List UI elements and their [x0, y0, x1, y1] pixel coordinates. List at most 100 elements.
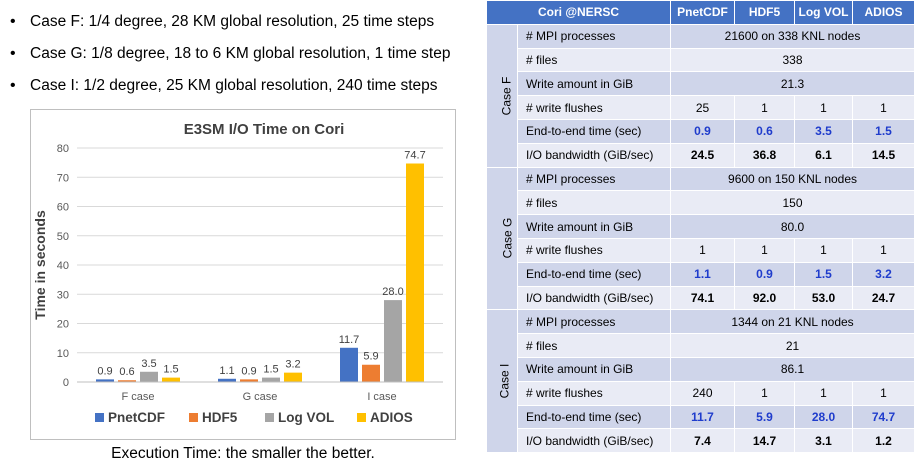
metric-value: 0.6 — [734, 118, 796, 144]
table-row: I/O bandwidth (GiB/sec) 24.5 36.8 6.1 14.5 — [487, 142, 914, 168]
table-header-row: Cori @NERSC PnetCDF HDF5 Log VOL ADIOS — [485, 0, 914, 25]
metric-value: 1 — [734, 380, 796, 406]
metric-label: # files — [516, 333, 672, 358]
metric-value: 21 — [670, 333, 914, 358]
x-tick-label: G case — [243, 391, 278, 403]
header-log-vol: Log VOL — [794, 0, 854, 25]
table-row: # write flushes 25 1 1 1 — [487, 95, 914, 120]
bar-log-vol — [140, 371, 158, 382]
x-tick-label: F case — [121, 391, 154, 403]
metric-value: 25 — [670, 95, 736, 120]
metric-label: I/O bandwidth (GiB/sec) — [516, 285, 672, 311]
table-row: Write amount in GiB 21.3 — [487, 71, 914, 97]
data-label: 3.2 — [285, 359, 300, 371]
metric-value: 1 — [794, 237, 854, 263]
table-row: # write flushes 240 1 1 1 — [487, 380, 914, 406]
legend-swatch — [189, 413, 198, 422]
metric-value: 74.7 — [852, 404, 914, 430]
metric-value: 36.8 — [734, 142, 796, 168]
metric-value: 3.1 — [794, 428, 854, 454]
data-label: 3.5 — [141, 358, 156, 370]
metric-value: 53.0 — [794, 285, 854, 311]
metric-label: Write amount in GiB — [516, 356, 672, 382]
case-label-cell: Case F — [486, 23, 518, 168]
metric-value: 1 — [734, 95, 796, 120]
y-tick-label: 40 — [57, 260, 69, 272]
table-row: # files 338 — [487, 47, 914, 73]
data-label: 1.1 — [219, 365, 234, 377]
table-row: # files 21 — [487, 333, 914, 358]
metric-value: 0.9 — [734, 261, 796, 287]
metric-value: 3.2 — [852, 261, 914, 287]
y-tick-label: 30 — [57, 289, 69, 301]
legend-label: PnetCDF — [108, 410, 165, 425]
y-tick-label: 80 — [57, 143, 69, 155]
legend-swatch — [95, 413, 104, 422]
header-pnetcdf: PnetCDF — [670, 0, 736, 25]
metric-value: 1 — [852, 95, 914, 120]
metric-label: I/O bandwidth (GiB/sec) — [516, 142, 672, 168]
metric-value: 14.5 — [852, 142, 914, 168]
case-label-cell: Case G — [486, 166, 518, 311]
table-row: I/O bandwidth (GiB/sec) 7.4 14.7 3.1 1.2 — [487, 428, 914, 454]
bar-pnetcdf — [96, 379, 114, 382]
metric-value: 11.7 — [670, 404, 736, 430]
e3sm-io-time-chart: E3SM I/O Time on Cori Time in seconds 0 10 2… — [30, 109, 456, 440]
metric-value: 150 — [670, 190, 914, 216]
cori-results-table: Cori @NERSC PnetCDF HDF5 Log VOL ADIOS C… — [485, 0, 914, 454]
metric-value: 3.5 — [794, 118, 854, 144]
table-row: End-to-end time (sec) 0.9 0.6 3.5 1.5 — [487, 118, 914, 144]
metric-label: End-to-end time (sec) — [516, 118, 672, 144]
metric-value: 240 — [670, 380, 736, 406]
y-tick-label: 10 — [57, 348, 69, 360]
legend-label: HDF5 — [202, 410, 238, 425]
data-label: 0.6 — [119, 366, 134, 378]
table-row: Write amount in GiB 80.0 — [487, 214, 914, 239]
data-label: 11.7 — [339, 334, 360, 346]
bar-pnetcdf — [340, 347, 358, 382]
y-tick-label: 60 — [57, 202, 69, 214]
metric-value: 9600 on 150 KNL nodes — [670, 166, 914, 192]
bar-hdf5 — [362, 364, 380, 382]
legend-swatch — [265, 413, 274, 422]
metric-value: 6.1 — [794, 142, 854, 168]
metric-value: 14.7 — [734, 428, 796, 454]
bar-adios — [162, 377, 180, 382]
metric-value: 7.4 — [670, 428, 736, 454]
bar-hdf5 — [240, 379, 258, 382]
case-description-list: Case F: 1/4 degree, 28 KM global resolut… — [8, 6, 478, 102]
metric-value: 74.1 — [670, 285, 736, 311]
metric-value: 21600 on 338 KNL nodes — [670, 23, 914, 49]
bar-log-vol — [384, 300, 402, 382]
metric-value: 338 — [670, 47, 914, 73]
bar-adios — [284, 372, 302, 382]
bar-hdf5 — [118, 380, 136, 382]
table-row: End-to-end time (sec) 11.7 5.9 28.0 74.7 — [487, 404, 914, 430]
header-hdf5: HDF5 — [734, 0, 796, 25]
metric-value: 1344 on 21 KNL nodes — [670, 309, 914, 335]
cori-results-table-container: Cori @NERSC PnetCDF HDF5 Log VOL ADIOS C… — [485, 0, 914, 474]
metric-label: End-to-end time (sec) — [516, 261, 672, 287]
table-row: Case I # MPI processes 1344 on 21 KNL node… — [486, 309, 914, 454]
metric-value: 0.9 — [670, 118, 736, 144]
header-adios: ADIOS — [852, 0, 914, 25]
table-row: Write amount in GiB 86.1 — [487, 356, 914, 382]
case-g-description: Case G: 1/8 degree, 18 to 6 KM global re… — [8, 38, 478, 70]
table-row: I/O bandwidth (GiB/sec) 74.1 92.0 53.0 24.7 — [487, 285, 914, 311]
metric-label: Write amount in GiB — [516, 214, 672, 239]
table-row: # files 150 — [487, 190, 914, 216]
metric-label: End-to-end time (sec) — [516, 404, 672, 430]
metric-value: 5.9 — [734, 404, 796, 430]
metric-value: 1 — [734, 237, 796, 263]
metric-label: # write flushes — [516, 95, 672, 120]
table-row: Case G # MPI processes 9600 on 150 KNL nod… — [486, 166, 914, 311]
metric-value: 80.0 — [670, 214, 914, 239]
metric-value: 92.0 — [734, 285, 796, 311]
data-label: 1.5 — [163, 364, 178, 376]
metric-value: 1 — [794, 380, 854, 406]
bar-log-vol — [262, 377, 280, 382]
bar-adios — [406, 163, 424, 382]
metric-value: 86.1 — [670, 356, 914, 382]
metric-value: 28.0 — [794, 404, 854, 430]
legend-label: Log VOL — [278, 410, 334, 425]
